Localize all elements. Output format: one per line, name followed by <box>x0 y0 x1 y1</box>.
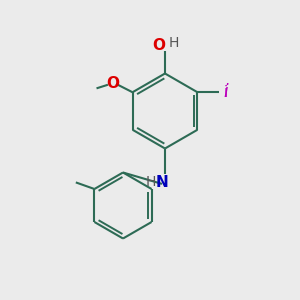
Text: O: O <box>152 38 165 53</box>
Text: i: i <box>224 83 228 101</box>
Text: i: i <box>224 85 228 100</box>
Text: O: O <box>106 76 119 91</box>
Text: H: H <box>168 36 178 50</box>
Text: N: N <box>156 175 168 190</box>
Text: H: H <box>146 176 156 189</box>
